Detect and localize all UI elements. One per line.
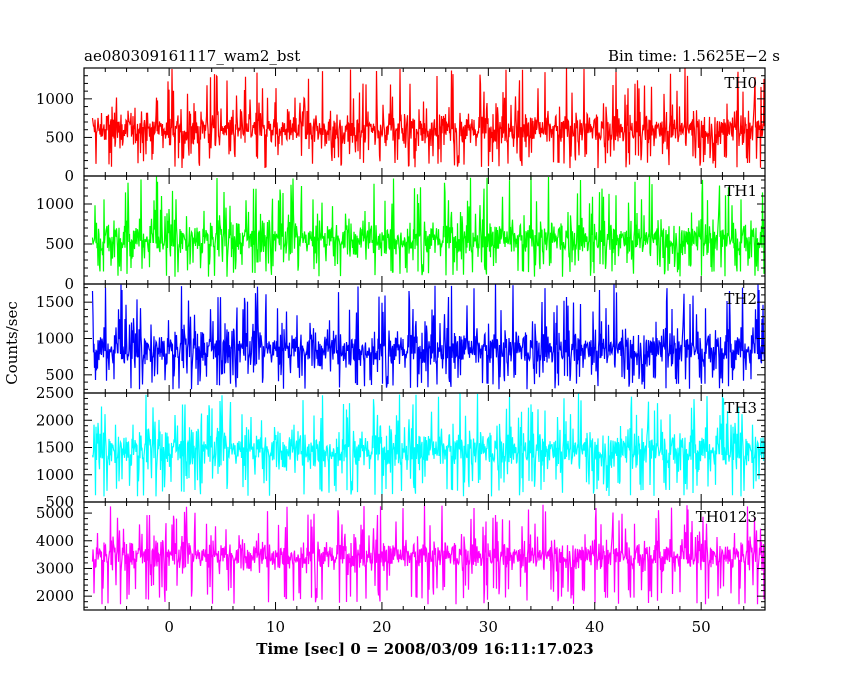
y-tick-label: 3000 — [36, 559, 74, 577]
y-tick-label: 0 — [64, 167, 74, 185]
x-tick-label: 40 — [585, 618, 604, 636]
y-tick-label: 1000 — [36, 466, 74, 484]
panel-label-th3: TH3 — [724, 399, 757, 417]
y-tick-label: 500 — [45, 493, 74, 511]
y-tick-label: 1500 — [36, 439, 74, 457]
y-tick-label: 1000 — [36, 195, 74, 213]
y-tick-label: 0 — [64, 275, 74, 293]
y-tick-label: 2500 — [36, 384, 74, 402]
y-tick-label: 1000 — [36, 330, 74, 348]
panel-label-th0: TH0 — [724, 74, 757, 92]
panel-th1: 0 500 1000 TH1 — [36, 175, 766, 293]
panel-label-th0123: TH0123 — [696, 508, 757, 526]
panel-label-th1: TH1 — [724, 182, 757, 200]
x-tick-label: 20 — [372, 618, 391, 636]
series-line-th0 — [91, 68, 765, 169]
y-tick-label: 500 — [45, 366, 74, 384]
bin-time-label: Bin time: 1.5625E−2 s — [608, 47, 780, 65]
chart-title: ae080309161117_wam2_bst — [84, 47, 300, 65]
series-line-th0123 — [91, 504, 765, 605]
panel-th3: 500 1000 1500 2000 2500 TH3 — [36, 384, 766, 511]
series-line-th3 — [91, 393, 765, 497]
x-tick-label: 0 — [164, 618, 174, 636]
y-tick-label: 2000 — [36, 587, 74, 605]
panel-th0: 0 500 1000 TH0 — [36, 67, 766, 185]
y-tick-label: 500 — [45, 128, 74, 146]
x-tick-label: 50 — [692, 618, 711, 636]
x-tick-label: 30 — [479, 618, 498, 636]
series-line-th2 — [91, 284, 765, 390]
series-line-th1 — [91, 176, 765, 277]
x-axis-label: Time [sec] 0 = 2008/03/09 16:11:17.023 — [256, 640, 593, 658]
panel-label-th2: TH2 — [724, 290, 757, 308]
panel-th2: 500 1000 1500 TH2 — [36, 283, 766, 394]
y-tick-label: 1000 — [36, 90, 74, 108]
x-tick-label: 10 — [266, 618, 285, 636]
y-tick-label: 500 — [45, 235, 74, 253]
y-tick-label: 1500 — [36, 293, 74, 311]
y-tick-label: 2000 — [36, 411, 74, 429]
y-axis-label: Counts/sec — [3, 301, 21, 385]
panel-frame — [83, 67, 766, 177]
y-tick-label: 5000 — [36, 504, 74, 522]
y-tick-label: 4000 — [36, 532, 74, 550]
panel-th0123: 2000 3000 4000 5000 TH0123 — [36, 501, 766, 611]
